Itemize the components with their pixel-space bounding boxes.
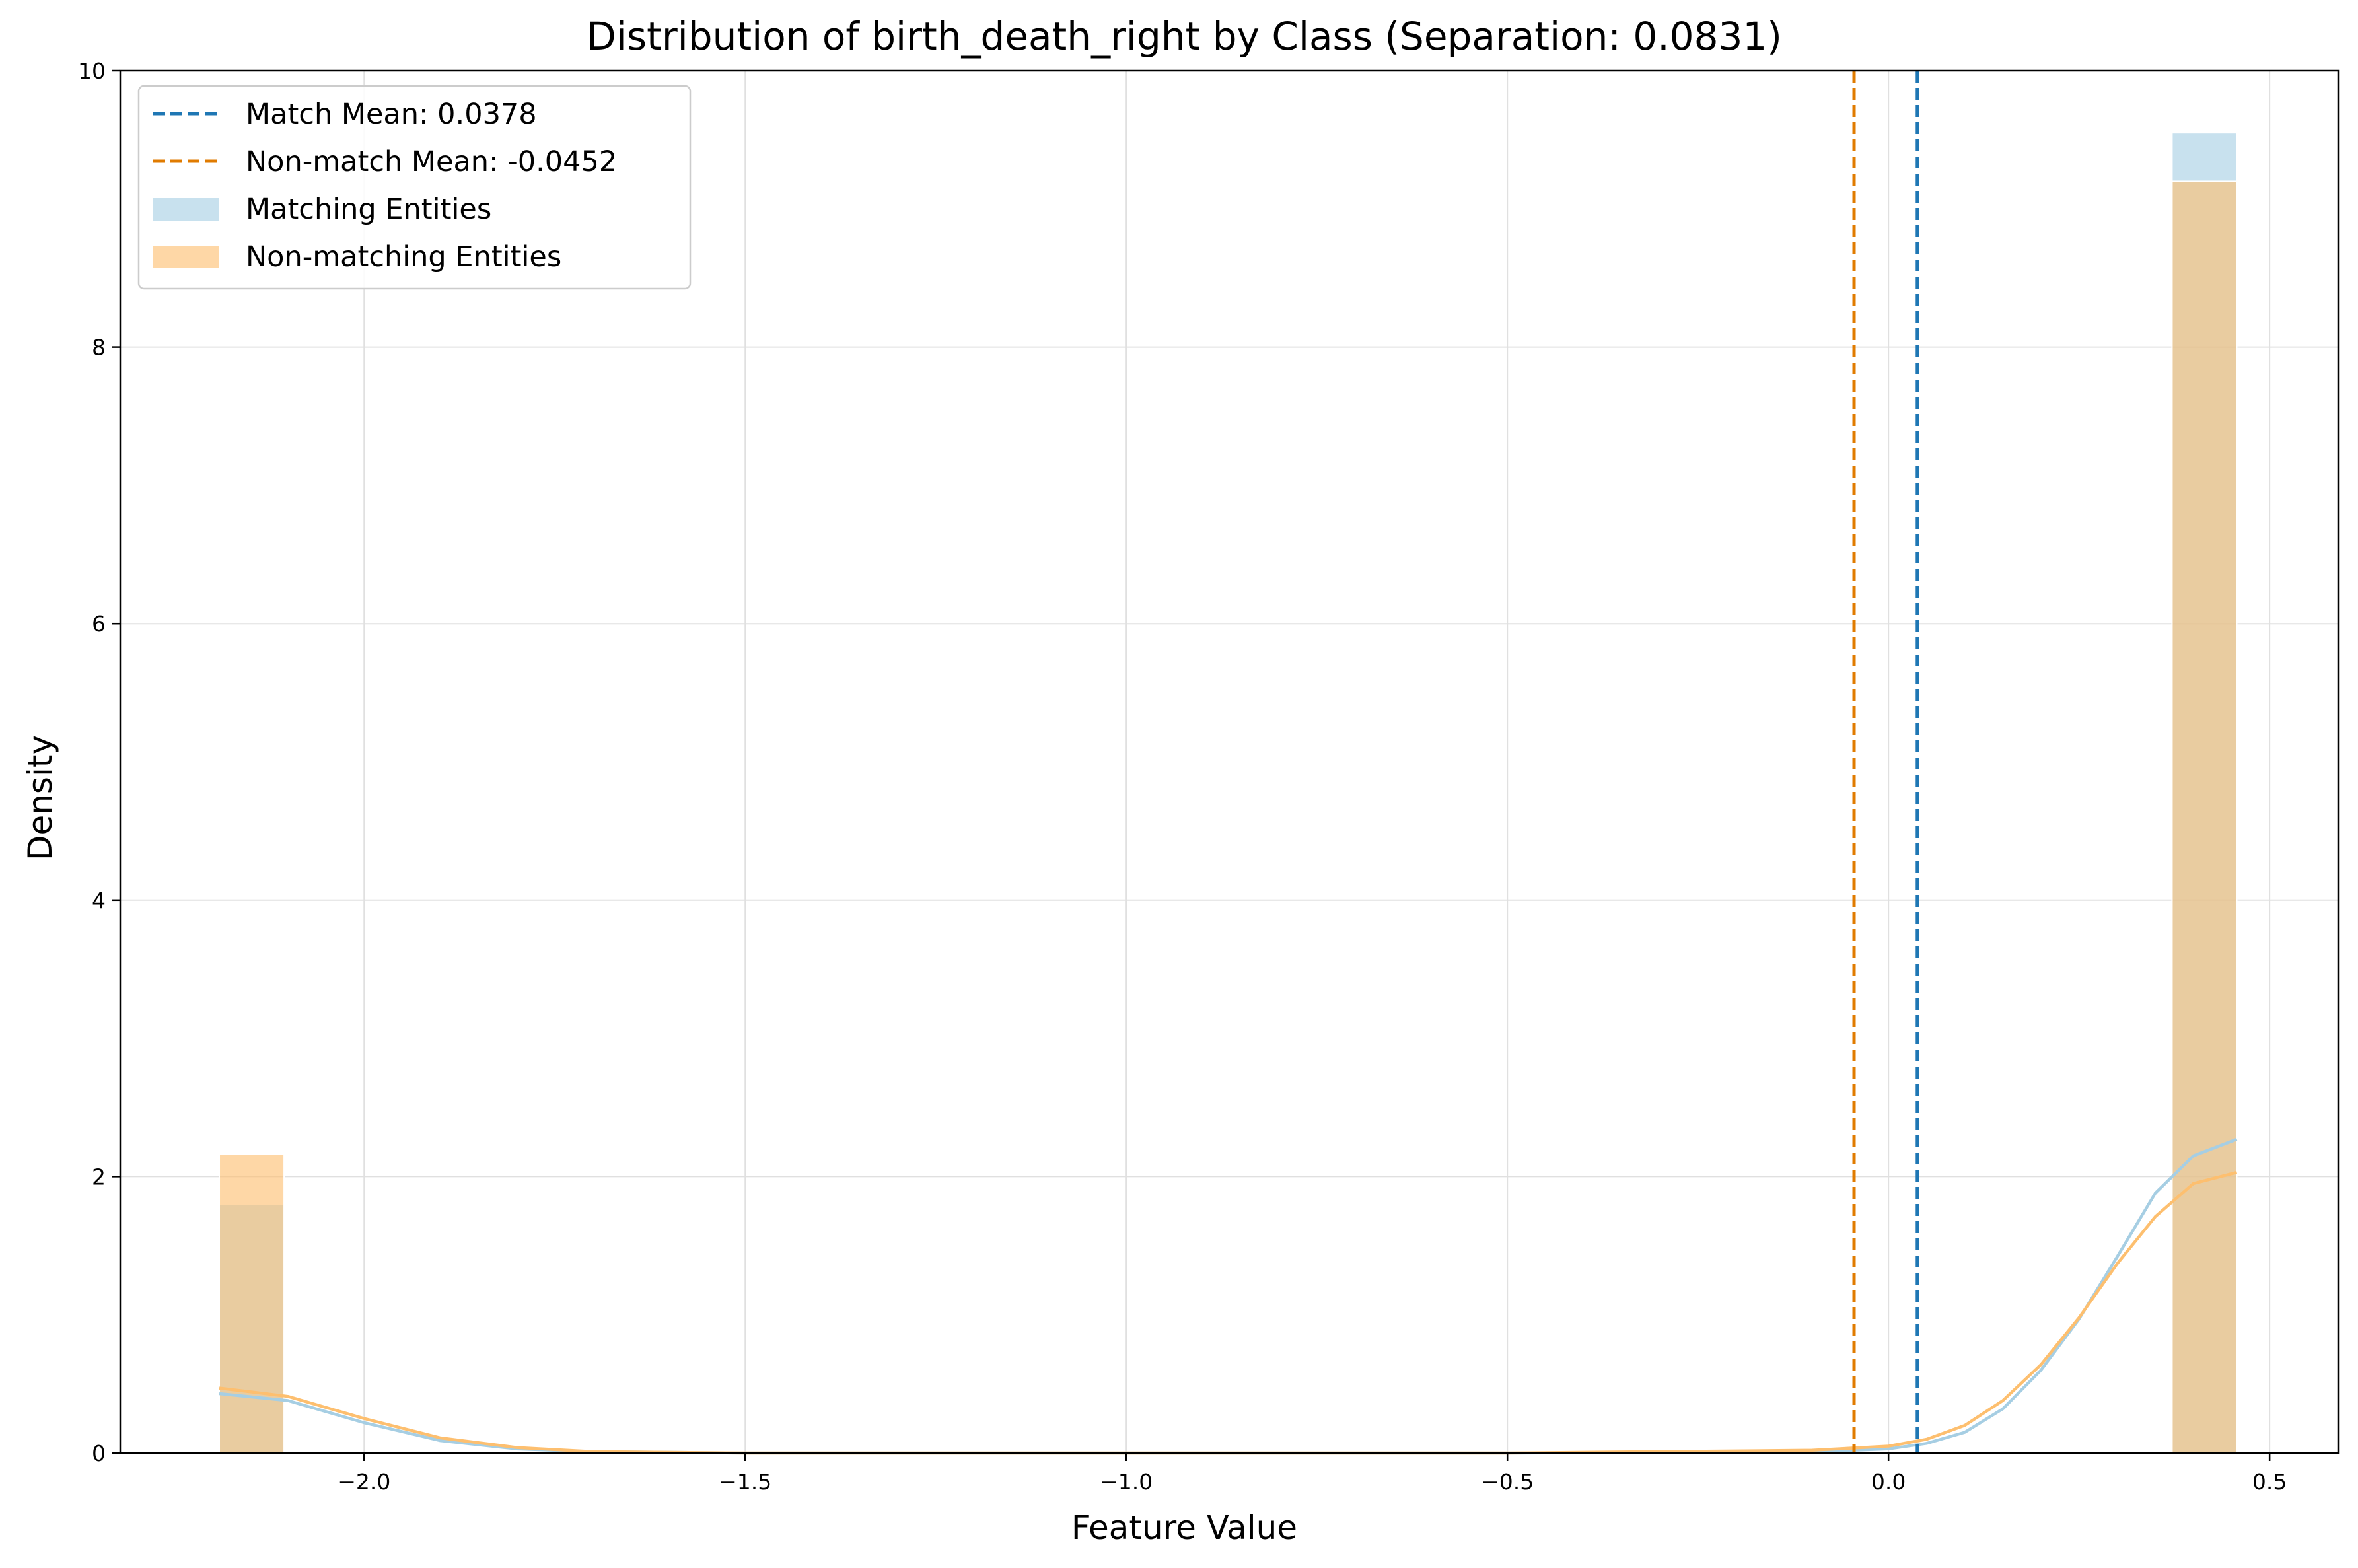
- plot-frame: [119, 69, 2340, 1454]
- y-axis-ticks: 0 2 4 6 8 10: [78, 58, 120, 1466]
- kde-curves: [219, 1137, 2238, 1455]
- x-tick-label: −0.5: [1481, 1469, 1534, 1495]
- matching-kde-curve: [219, 1137, 2238, 1455]
- legend-box: [137, 85, 692, 290]
- x-tick-label: −1.0: [1100, 1469, 1153, 1495]
- legend-non-matching-swatch: [153, 246, 219, 268]
- y-tick-label: 0: [92, 1441, 106, 1466]
- legend-matching-swatch: [153, 198, 219, 221]
- non-matching-kde-curve: [219, 1170, 2238, 1455]
- legend-label: Matching Entities: [246, 193, 491, 226]
- y-axis-label: Density: [21, 735, 59, 861]
- x-tick-label: −1.5: [719, 1469, 771, 1495]
- y-tick-label: 10: [78, 58, 106, 84]
- non-matching-histogram-bar: [2171, 180, 2238, 1454]
- x-tick-label: 0.0: [1871, 1469, 1906, 1495]
- chart-title: Distribution of birth_death_right by Cla…: [587, 14, 1782, 59]
- mean-lines: [1852, 71, 1919, 1453]
- x-tick-label: −2.0: [338, 1469, 390, 1495]
- y-tick-label: 4: [92, 888, 106, 913]
- x-axis-ticks: −2.0 −1.5 −1.0 −0.5 0.0 0.5: [338, 1453, 2287, 1495]
- y-tick-label: 8: [92, 335, 106, 361]
- legend-label: Non-match Mean: -0.0452: [246, 145, 617, 178]
- legend: Match Mean: 0.0378 Non-match Mean: -0.045…: [137, 85, 692, 290]
- non-matching-histogram-bar: [219, 1153, 285, 1454]
- legend-label: Match Mean: 0.0378: [246, 98, 537, 131]
- legend-label: Non-matching Entities: [246, 240, 561, 273]
- x-axis-label: Feature Value: [1071, 1509, 1297, 1547]
- x-tick-label: 0.5: [2252, 1469, 2287, 1495]
- y-tick-label: 2: [92, 1164, 106, 1190]
- y-tick-label: 6: [92, 611, 106, 637]
- histogram-bars: [219, 132, 2238, 1454]
